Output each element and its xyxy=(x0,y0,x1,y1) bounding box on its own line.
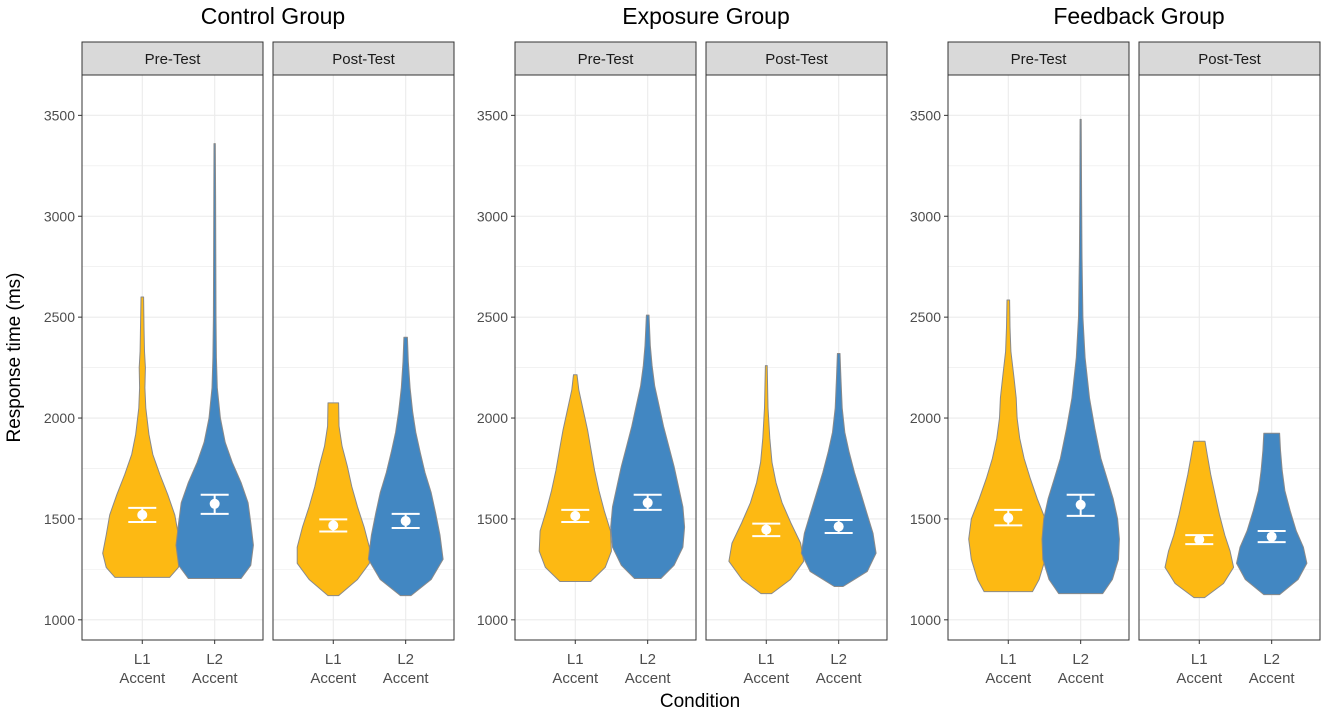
y-tick-label: 3500 xyxy=(477,107,508,123)
facet-label: Post-Test xyxy=(765,51,828,68)
facet-label: Pre-Test xyxy=(578,51,635,68)
x-tick-label-line1: L2 xyxy=(1263,651,1280,668)
y-tick-label: 1500 xyxy=(477,511,508,527)
y-tick-label: 3000 xyxy=(44,208,75,224)
y-tick-label: 3500 xyxy=(910,107,941,123)
panel-border xyxy=(705,74,888,641)
mean-point xyxy=(570,510,581,521)
facet-label: Pre-Test xyxy=(1011,51,1068,68)
group-1: Control Group 1000 1500 2000 2500 3000 3500 Pre… xyxy=(44,3,455,687)
facet-post-test: Post-Test L1 Accent L2 Accent xyxy=(705,41,888,687)
panel-border xyxy=(947,74,1130,641)
mean-point xyxy=(1266,531,1277,542)
x-tick-label-line2: Accent xyxy=(552,670,599,687)
x-tick-label-line2: Accent xyxy=(625,670,672,687)
y-tick-label: 2500 xyxy=(477,309,508,325)
mean-point xyxy=(209,498,220,509)
mean-point xyxy=(137,509,148,520)
panel-border xyxy=(272,74,455,641)
panel-border xyxy=(514,74,697,641)
facet-strip xyxy=(514,41,697,76)
violin-l2 xyxy=(175,143,254,579)
violin-l1 xyxy=(102,296,183,578)
x-tick-label-line1: L1 xyxy=(567,651,584,668)
y-tick-label: 1000 xyxy=(44,612,75,628)
group-title: Control Group xyxy=(201,3,345,29)
x-tick-label-line1: L2 xyxy=(639,651,656,668)
violin-l1 xyxy=(1164,440,1235,599)
facet-pre-test: Pre-Test L1 Accent L2 Accent xyxy=(947,41,1130,687)
y-tick-label: 1500 xyxy=(44,511,75,527)
facet-strip xyxy=(272,41,455,76)
violin-l1 xyxy=(538,374,612,582)
mean-point xyxy=(833,521,844,532)
mean-point xyxy=(1194,534,1205,545)
x-tick-label-line2: Accent xyxy=(816,670,863,687)
x-tick-label-line2: Accent xyxy=(985,670,1032,687)
panel-border xyxy=(81,74,264,641)
x-tick-label-line2: Accent xyxy=(119,670,166,687)
violin-l2 xyxy=(367,336,444,597)
facet-post-test: Post-Test L1 Accent L2 Accent xyxy=(1138,41,1321,687)
y-tick-label: 2000 xyxy=(910,410,941,426)
facet-pre-test: Pre-Test L1 Accent L2 Accent xyxy=(81,41,264,687)
x-tick-label-line1: L1 xyxy=(1191,651,1208,668)
facet-label: Post-Test xyxy=(1198,51,1261,68)
x-tick-label-line1: L2 xyxy=(830,651,847,668)
x-tick-label-line2: Accent xyxy=(310,670,357,687)
group-2: Exposure Group 1000 1500 2000 2500 3000 3500 Pr… xyxy=(477,3,888,687)
y-axis-title: Response time (ms) xyxy=(4,273,25,443)
facet-label: Pre-Test xyxy=(145,51,202,68)
facet-label: Post-Test xyxy=(332,51,395,68)
y-tick-label: 2500 xyxy=(44,309,75,325)
y-tick-label: 3000 xyxy=(477,208,508,224)
x-axis-title: Condition xyxy=(660,691,740,712)
mean-point xyxy=(1075,499,1086,510)
y-tick-label: 2500 xyxy=(910,309,941,325)
mean-point xyxy=(400,515,411,526)
x-tick-label-line2: Accent xyxy=(743,670,790,687)
x-tick-label-line1: L2 xyxy=(206,651,223,668)
facet-strip xyxy=(1138,41,1321,76)
facet-strip xyxy=(705,41,888,76)
y-tick-label: 3000 xyxy=(910,208,941,224)
x-tick-label-line1: L2 xyxy=(1072,651,1089,668)
group-title: Exposure Group xyxy=(622,3,789,29)
x-tick-label-line1: L1 xyxy=(325,651,342,668)
mean-point xyxy=(328,520,339,531)
x-tick-label-line1: L1 xyxy=(1000,651,1017,668)
mean-point xyxy=(1003,512,1014,523)
y-tick-label: 2000 xyxy=(44,410,75,426)
violin-l2 xyxy=(1236,432,1308,596)
y-tick-label: 2000 xyxy=(477,410,508,426)
x-tick-label-line2: Accent xyxy=(1176,670,1223,687)
violin-l2 xyxy=(800,353,877,587)
facet-post-test: Post-Test L1 Accent L2 Accent xyxy=(272,41,455,687)
facet-strip xyxy=(947,41,1130,76)
x-tick-label-line1: L2 xyxy=(397,651,414,668)
x-tick-label-line2: Accent xyxy=(192,670,239,687)
group-title: Feedback Group xyxy=(1053,3,1224,29)
y-tick-label: 3500 xyxy=(44,107,75,123)
y-tick-label: 1500 xyxy=(910,511,941,527)
violin-l2 xyxy=(610,314,686,579)
x-tick-label-line1: L1 xyxy=(758,651,775,668)
y-tick-label: 1000 xyxy=(910,612,941,628)
mean-point xyxy=(642,497,653,508)
x-tick-label-line2: Accent xyxy=(1058,670,1105,687)
group-3: Feedback Group 1000 1500 2000 2500 3000 3500 Pr… xyxy=(910,3,1321,687)
mean-point xyxy=(761,524,772,535)
x-tick-label-line2: Accent xyxy=(383,670,430,687)
x-tick-label-line1: L1 xyxy=(134,651,151,668)
y-tick-label: 1000 xyxy=(477,612,508,628)
facet-pre-test: Pre-Test L1 Accent L2 Accent xyxy=(514,41,697,687)
x-tick-label-line2: Accent xyxy=(1249,670,1296,687)
violin-l2 xyxy=(1041,118,1120,595)
panel-border xyxy=(1138,74,1321,641)
